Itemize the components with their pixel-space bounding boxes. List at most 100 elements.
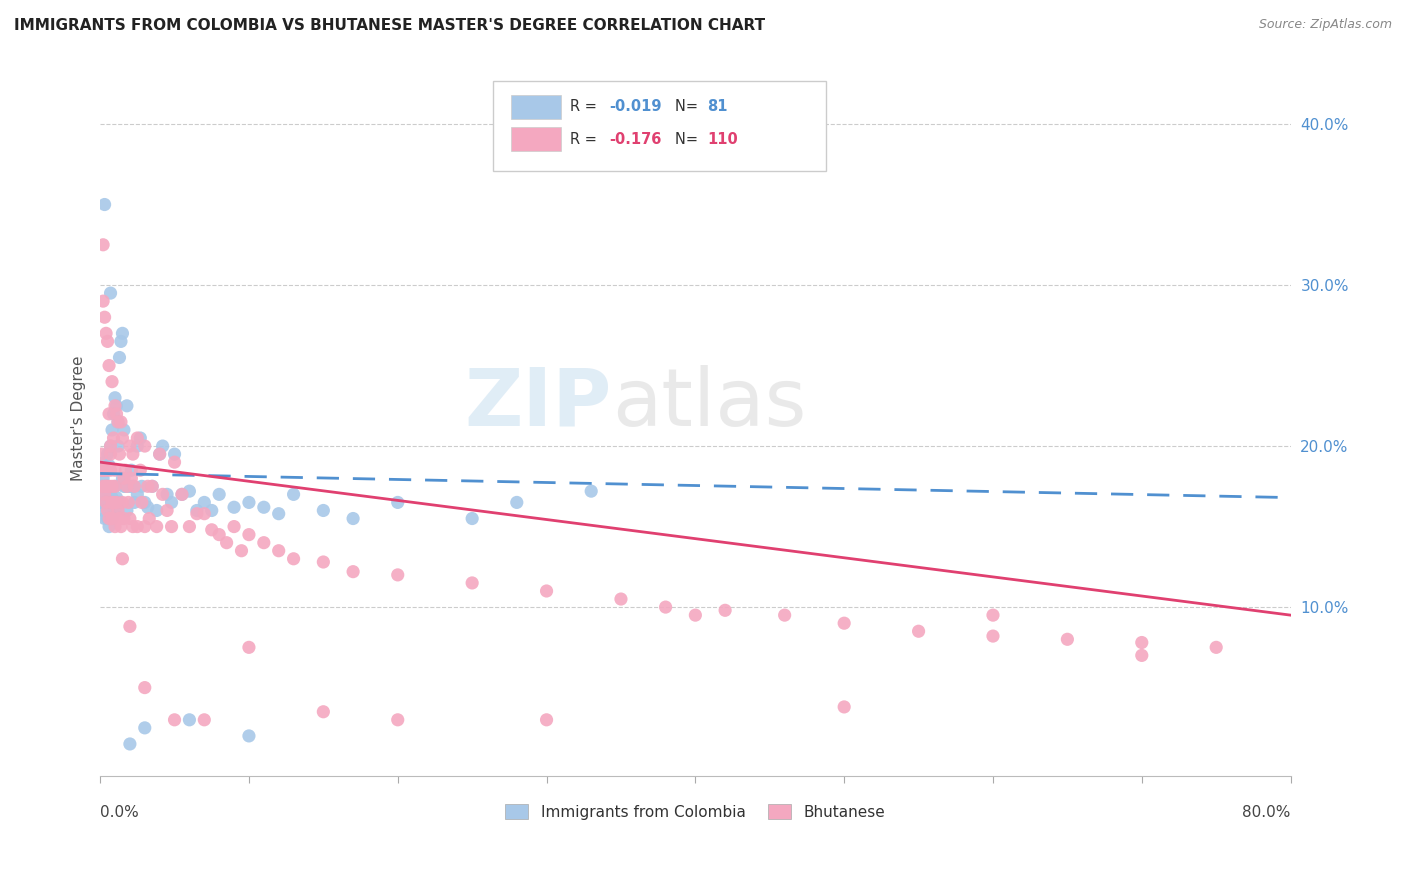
Text: R =: R =	[571, 132, 602, 146]
Point	[94, 495, 117, 509]
Point	[110, 519, 132, 533]
Point	[312, 555, 335, 569]
Point	[93, 197, 115, 211]
Point	[103, 495, 125, 509]
Point	[267, 543, 290, 558]
Point	[104, 391, 127, 405]
Point	[117, 479, 139, 493]
Point	[94, 463, 117, 477]
Point	[101, 495, 124, 509]
Point	[170, 487, 193, 501]
Point	[136, 500, 159, 515]
Point	[111, 551, 134, 566]
Point	[94, 479, 117, 493]
Point	[1056, 632, 1078, 647]
Point	[98, 511, 121, 525]
Point	[93, 310, 115, 325]
Point	[100, 286, 122, 301]
Point	[134, 519, 156, 533]
Point	[90, 495, 112, 509]
Point	[97, 463, 120, 477]
Point	[160, 519, 183, 533]
Point	[91, 237, 114, 252]
Point	[115, 503, 138, 517]
Point	[127, 519, 149, 533]
Point	[654, 600, 676, 615]
Point	[179, 713, 201, 727]
Point	[156, 503, 179, 517]
Point	[129, 431, 152, 445]
Point	[907, 624, 929, 639]
Point	[90, 463, 112, 477]
Point	[108, 447, 131, 461]
Point	[832, 700, 855, 714]
Point	[121, 519, 143, 533]
Point	[90, 447, 112, 461]
Point	[111, 471, 134, 485]
Point	[118, 511, 141, 525]
Point	[112, 511, 135, 525]
Point	[93, 487, 115, 501]
Point	[312, 705, 335, 719]
Point	[107, 503, 129, 517]
Point	[115, 399, 138, 413]
Legend: Immigrants from Colombia, Bhutanese: Immigrants from Colombia, Bhutanese	[499, 797, 891, 826]
Point	[134, 681, 156, 695]
Point	[103, 431, 125, 445]
Point	[283, 551, 305, 566]
Point	[91, 463, 114, 477]
Point	[98, 487, 121, 501]
Point	[342, 565, 364, 579]
Point	[134, 721, 156, 735]
Point	[127, 439, 149, 453]
Point	[536, 584, 558, 599]
Point	[104, 399, 127, 413]
Text: N=: N=	[675, 132, 703, 146]
Point	[387, 567, 409, 582]
Point	[98, 519, 121, 533]
FancyBboxPatch shape	[510, 127, 561, 152]
Point	[134, 439, 156, 453]
Point	[90, 479, 112, 493]
Point	[108, 351, 131, 365]
Point	[100, 439, 122, 453]
Point	[238, 527, 260, 541]
Point	[101, 375, 124, 389]
Point	[98, 407, 121, 421]
Point	[193, 713, 215, 727]
Point	[127, 431, 149, 445]
Point	[107, 439, 129, 453]
Point	[461, 576, 484, 591]
Point	[832, 616, 855, 631]
Point	[101, 511, 124, 525]
Point	[231, 543, 253, 558]
Point	[208, 487, 231, 501]
FancyBboxPatch shape	[510, 95, 561, 119]
Point	[201, 523, 224, 537]
Point	[105, 399, 128, 413]
Point	[115, 479, 138, 493]
Point	[1130, 635, 1153, 649]
Point	[1130, 648, 1153, 663]
Point	[100, 439, 122, 453]
Point	[101, 491, 124, 505]
Point	[110, 415, 132, 429]
Point	[107, 415, 129, 429]
Point	[170, 487, 193, 501]
Point	[108, 511, 131, 525]
Point	[981, 608, 1004, 623]
Point	[97, 334, 120, 349]
Point	[222, 500, 245, 515]
Text: N=: N=	[675, 99, 703, 114]
Point	[179, 484, 201, 499]
Point	[131, 495, 153, 509]
Point	[156, 487, 179, 501]
Point	[93, 487, 115, 501]
Text: ZIP: ZIP	[465, 365, 612, 442]
Point	[110, 334, 132, 349]
Point	[387, 495, 409, 509]
Text: 0.0%: 0.0%	[100, 805, 139, 820]
Point	[111, 495, 134, 509]
Point	[129, 463, 152, 477]
Point	[91, 294, 114, 309]
